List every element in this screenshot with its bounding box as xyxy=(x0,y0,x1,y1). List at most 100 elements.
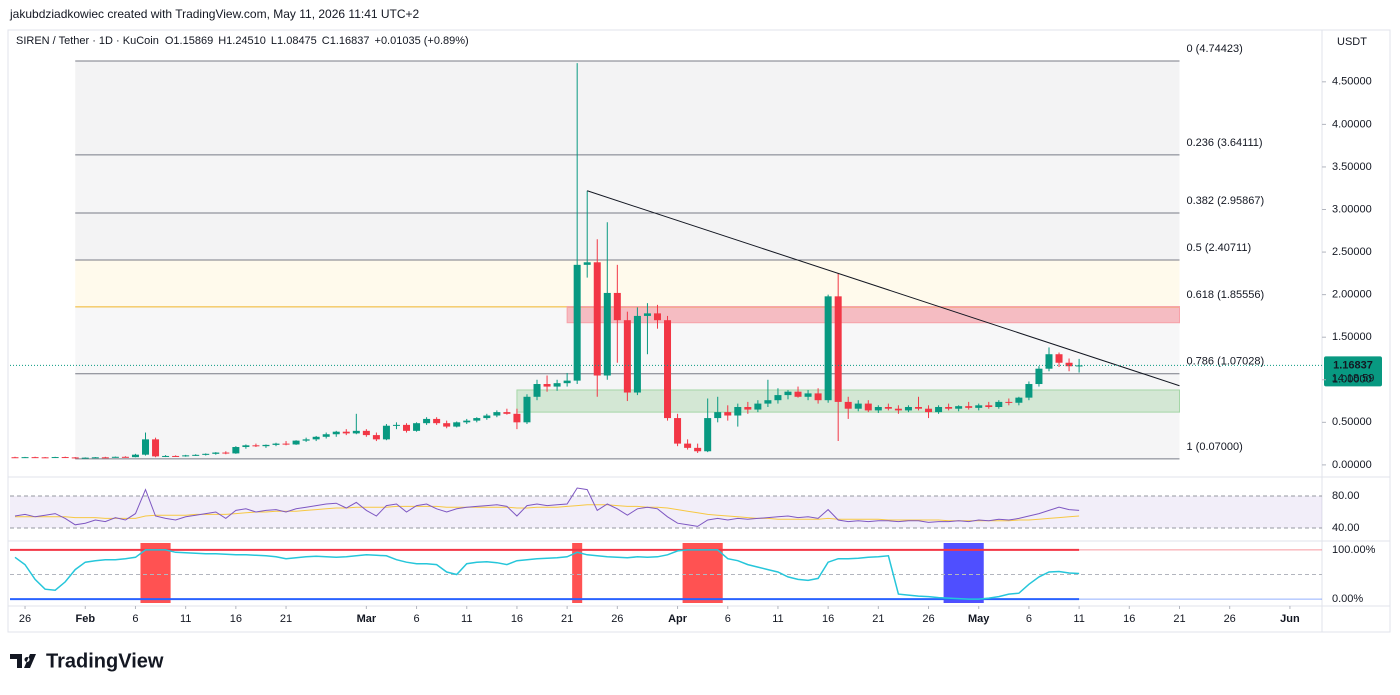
candle-body xyxy=(312,436,320,440)
oscillator-block xyxy=(943,543,984,603)
zone xyxy=(566,306,1180,324)
candle-body xyxy=(684,443,692,448)
candle-body xyxy=(754,403,762,410)
candle-body xyxy=(202,453,210,455)
candle-body xyxy=(633,315,641,393)
ohlc-letter: O xyxy=(165,35,174,47)
candle-body xyxy=(533,384,541,397)
candle-body xyxy=(894,408,902,411)
candle-body xyxy=(332,431,340,435)
oscillator-block xyxy=(572,543,583,603)
candle-body xyxy=(704,418,712,452)
candle-body xyxy=(784,391,792,396)
candle-body xyxy=(382,425,390,440)
candle-body xyxy=(543,384,551,387)
candle-body xyxy=(904,407,912,411)
candle-body xyxy=(212,452,220,454)
candle-body xyxy=(884,407,892,409)
ohlc-value: 1.08475 xyxy=(277,35,317,47)
candle-body xyxy=(955,406,963,409)
ohlc-letter: L xyxy=(271,35,277,47)
x-tick-label: 21 xyxy=(561,613,573,625)
candle-body xyxy=(925,408,933,413)
ohlc-value: 1.15869 xyxy=(173,35,213,47)
candle-body xyxy=(573,264,581,381)
y-tick-label: 1.00000 xyxy=(1332,374,1372,386)
candle-body xyxy=(162,455,170,457)
candle-body xyxy=(914,407,922,409)
x-tick-label: May xyxy=(968,613,990,625)
x-tick-label: 21 xyxy=(280,613,292,625)
fib-level-label: 0.786 (1.07028) xyxy=(1186,356,1264,368)
candle-body xyxy=(945,407,953,409)
rsi-tick-label: 40.00 xyxy=(1332,522,1360,534)
candle-body xyxy=(985,405,993,408)
candle-body xyxy=(1005,401,1013,403)
y-tick-label: 1.50000 xyxy=(1332,331,1372,343)
candle-body xyxy=(362,430,370,436)
x-tick-label: 11 xyxy=(180,613,191,625)
candle-body xyxy=(744,407,752,410)
candle-body xyxy=(222,452,230,454)
candle-body xyxy=(21,457,29,459)
candle-body xyxy=(1065,362,1073,367)
x-tick-label: 16 xyxy=(1123,613,1135,625)
candle-body xyxy=(473,418,481,421)
candle-body xyxy=(443,423,451,427)
candle-body xyxy=(844,401,852,409)
candle-body xyxy=(694,447,702,452)
candle-body xyxy=(302,439,310,441)
attribution: jakubdziadkowiec created with TradingVie… xyxy=(9,7,420,21)
candle-body xyxy=(111,456,119,458)
x-tick-label: 6 xyxy=(725,613,731,625)
x-tick-label: 16 xyxy=(822,613,834,625)
candle-body xyxy=(392,424,400,426)
candle-body xyxy=(51,457,59,459)
oscillator-block xyxy=(140,543,171,603)
candle-body xyxy=(81,457,89,459)
candle-body xyxy=(242,445,250,448)
x-tick-label: Feb xyxy=(75,613,95,625)
candle-body xyxy=(463,420,471,423)
candle-body xyxy=(322,434,330,437)
x-tick-label: 16 xyxy=(511,613,523,625)
candle-body xyxy=(1015,397,1023,403)
candle-body xyxy=(483,415,491,419)
y-tick-label: 2.00000 xyxy=(1332,289,1372,301)
oscillator-line xyxy=(14,549,1080,600)
x-tick-label: 11 xyxy=(461,613,472,625)
x-tick-label: 21 xyxy=(1173,613,1185,625)
y-tick-label: 3.00000 xyxy=(1332,203,1372,215)
candle-body xyxy=(814,393,822,401)
candle-body xyxy=(794,391,802,397)
fib-band xyxy=(75,213,1180,260)
candle-body xyxy=(724,412,732,416)
candle-body xyxy=(11,457,19,459)
candle-body xyxy=(513,413,521,423)
candle-body xyxy=(1025,384,1033,398)
fib-band xyxy=(75,61,1180,155)
candle-body xyxy=(854,403,862,409)
candle-body xyxy=(292,440,300,445)
candle-body xyxy=(834,296,842,402)
candle-body xyxy=(192,454,200,456)
candle-body xyxy=(503,412,511,414)
x-tick-label: Mar xyxy=(357,613,377,625)
candle-body xyxy=(423,418,431,424)
x-tick-label: 6 xyxy=(132,613,138,625)
candle-body xyxy=(142,439,150,455)
candle-body xyxy=(1045,354,1053,369)
candle-body xyxy=(101,457,109,459)
rsi-ma-line xyxy=(15,504,1080,522)
x-tick-label: 26 xyxy=(611,613,623,625)
candle-body xyxy=(774,395,782,401)
candle-body xyxy=(965,406,973,408)
fib-level-label: 0.382 (2.95867) xyxy=(1186,195,1264,207)
candle-body xyxy=(563,380,571,384)
candle-body xyxy=(232,447,240,454)
ohlc-value: 1.24510 xyxy=(226,35,266,47)
x-tick-label: 16 xyxy=(230,613,242,625)
candle-body xyxy=(603,292,611,376)
candle-body xyxy=(172,455,180,457)
